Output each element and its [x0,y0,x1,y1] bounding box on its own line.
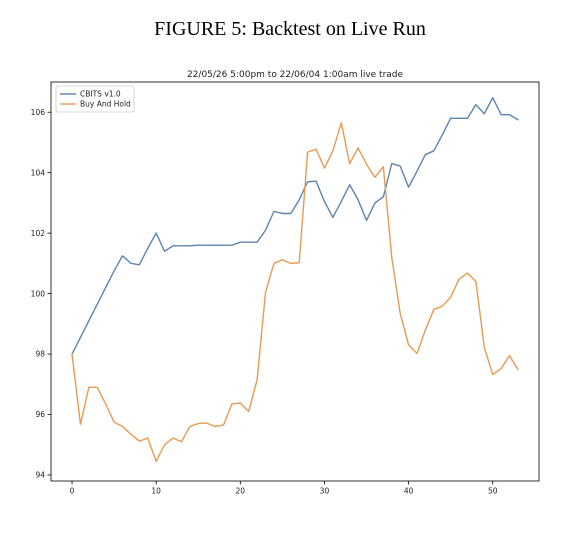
plot-area-frame [50,81,540,482]
legend-label: CBITS v1.0 [80,90,121,99]
series-line-cbits [71,97,519,355]
series-line-buy-and-hold [71,122,519,463]
legend-label: Buy And Hold [80,100,131,109]
x-tick-label: 20 [236,487,246,496]
legend-box [55,85,135,113]
series-lines [71,97,519,463]
y-tick-label: 106 [31,108,46,117]
y-tick-label: 98 [35,350,45,359]
x-tick-label: 0 [70,487,75,496]
x-tick-label: 10 [151,487,161,496]
x-tick-label: 40 [404,487,414,496]
y-tick-label: 102 [31,229,46,238]
x-tick-label: 50 [488,487,498,496]
chart-title: 22/05/26 5:00pm to 22/06/04 1:00am live … [187,70,404,80]
y-tick-label: 100 [31,289,46,298]
y-tick-label: 104 [31,168,46,177]
figure-caption: FIGURE 5: Backtest on Live Run [154,18,426,40]
y-tick-label: 96 [35,410,45,419]
y-tick-label: 94 [35,471,45,480]
axis-ticks: 0 10 20 30 40 50 94 96 98 100 102 104 106 [31,108,498,496]
x-tick-label: 30 [320,487,330,496]
